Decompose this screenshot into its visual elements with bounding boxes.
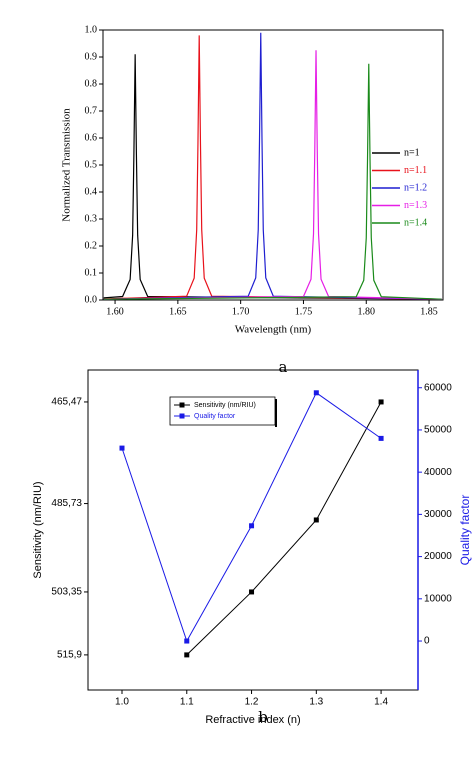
y-tick-label: 0.2 [85, 240, 98, 251]
y-tick-label: 485,73 [51, 498, 82, 509]
y2-tick-label: 10000 [424, 593, 452, 604]
series-line [103, 54, 442, 300]
y-axis-label: Normalized Transmission [61, 108, 73, 222]
plot-frame [102, 29, 444, 301]
legend-label: Quality factor [194, 413, 236, 420]
y-tick-label: 515,9 [57, 650, 82, 661]
y-tick-label: 1.0 [85, 24, 98, 35]
x-tick-label: 1.80 [358, 306, 376, 317]
legend-label: n=1 [404, 147, 420, 158]
series-line [103, 50, 442, 300]
x-tick-label: 1.0 [115, 697, 129, 708]
x-tick-label: 1.2 [245, 697, 259, 708]
y-tick-label: 0.4 [85, 186, 98, 197]
legend-label: Sensitivity (nm/RIU) [194, 402, 256, 409]
point [119, 445, 125, 451]
legend-label: n=1.3 [404, 200, 427, 211]
y-tick-label: 0.3 [85, 213, 98, 224]
series-line [103, 32, 442, 300]
point [249, 523, 255, 529]
y2-tick-label: 20000 [424, 551, 452, 562]
legend-label: n=1.4 [404, 217, 427, 228]
point [313, 390, 319, 396]
legend-label: n=1.2 [404, 182, 427, 193]
y2-tick-label: 50000 [424, 425, 452, 436]
y-tick-label: 0.0 [85, 294, 98, 305]
caption: a [279, 358, 288, 376]
x-axis-label: Refractive index (n) [205, 714, 300, 726]
legend-label: n=1.1 [404, 165, 427, 176]
point [184, 638, 190, 644]
y2-tick-label: 60000 [424, 382, 452, 393]
x-axis-label: Wavelength (nm) [235, 324, 312, 336]
x-tick-label: 1.1 [180, 697, 194, 708]
caption: b [258, 708, 268, 726]
y2-axis-label: Quality factor [458, 495, 472, 566]
y-axis-label: Sensitivity (nm/RIU) [32, 481, 44, 578]
legend-shadow [275, 399, 277, 427]
series-line [103, 63, 442, 300]
legend-box [169, 396, 276, 426]
y-tick-label: 0.6 [85, 132, 98, 143]
x-tick-label: 1.65 [169, 306, 187, 317]
y-tick-label: 0.1 [85, 267, 98, 278]
point [313, 517, 319, 523]
series-line [186, 401, 382, 656]
x-tick-label: 1.4 [374, 697, 388, 708]
y-tick-label: 465,47 [51, 397, 82, 408]
y-tick-label: 0.5 [85, 159, 98, 170]
x-tick-label: 1.3 [309, 697, 323, 708]
y-tick-label: 0.8 [85, 78, 98, 89]
x-tick-label: 1.85 [420, 306, 438, 317]
chart: 1.0 1.1 1.2 1.3 1.4 465,47 485,73 503,35 515,9 0 1… [32, 369, 472, 726]
point [378, 435, 384, 441]
y2-tick-label: 30000 [424, 509, 452, 520]
y2-tick-label: 40000 [424, 467, 452, 478]
y-tick-label: 0.9 [85, 51, 98, 62]
chart: 1.60 1.65 1.70 1.75 1.80 1.85 0.0 0.1 0.2 0.3 0.4 0… [61, 24, 444, 336]
legend-marker [179, 413, 185, 419]
y-tick-label: 503,35 [51, 587, 82, 598]
point [249, 589, 255, 595]
point [378, 399, 384, 405]
point [184, 652, 190, 658]
y2-tick-label: 0 [424, 636, 430, 647]
series-line [103, 35, 442, 300]
series-line [121, 392, 382, 643]
x-tick-label: 1.70 [232, 306, 250, 317]
x-tick-label: 1.60 [106, 306, 124, 317]
x-tick-label: 1.75 [295, 306, 313, 317]
legend-marker [179, 402, 185, 408]
y-tick-label: 0.7 [85, 105, 98, 116]
